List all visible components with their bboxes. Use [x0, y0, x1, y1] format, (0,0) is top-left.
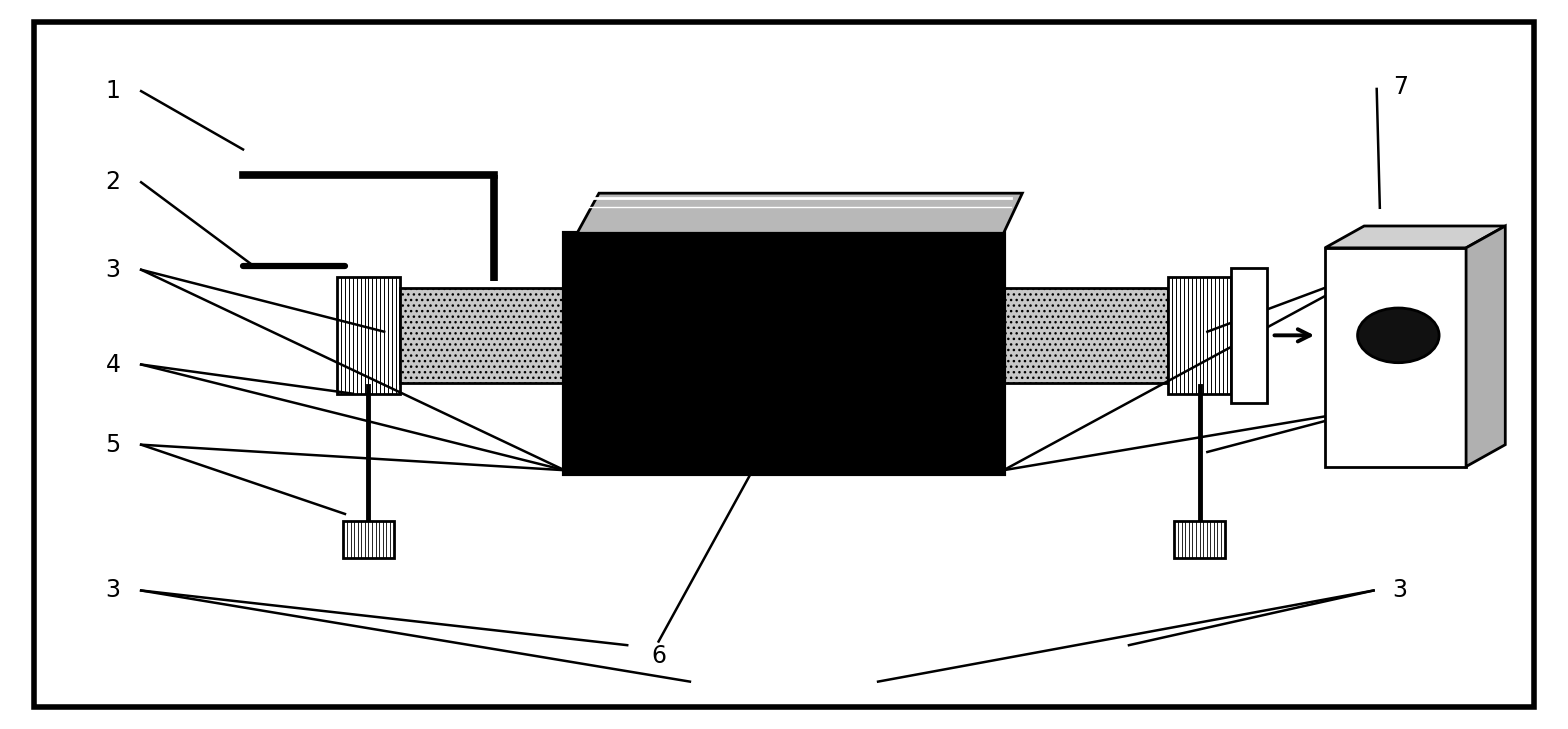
Polygon shape: [577, 193, 1022, 233]
Text: 3: 3: [1392, 258, 1408, 281]
Bar: [996, 288, 1168, 383]
Text: 3: 3: [1392, 579, 1408, 602]
Bar: [1231, 268, 1267, 403]
Ellipse shape: [1358, 308, 1439, 362]
Bar: [343, 521, 394, 558]
Text: 8: 8: [1392, 397, 1408, 420]
Bar: [1174, 521, 1225, 558]
Polygon shape: [1466, 226, 1505, 467]
Bar: [1325, 248, 1466, 467]
Text: 3: 3: [105, 258, 121, 281]
Polygon shape: [1325, 226, 1505, 248]
Text: 5: 5: [105, 433, 121, 456]
Text: 6: 6: [651, 644, 666, 668]
Text: 2: 2: [105, 171, 121, 194]
Text: 1: 1: [105, 79, 121, 103]
Bar: [1168, 277, 1231, 394]
Bar: [337, 277, 400, 394]
Bar: [564, 233, 1004, 474]
Bar: [400, 288, 572, 383]
Text: 4: 4: [105, 353, 121, 376]
Text: 3: 3: [105, 579, 121, 602]
Text: 7: 7: [1392, 76, 1408, 99]
